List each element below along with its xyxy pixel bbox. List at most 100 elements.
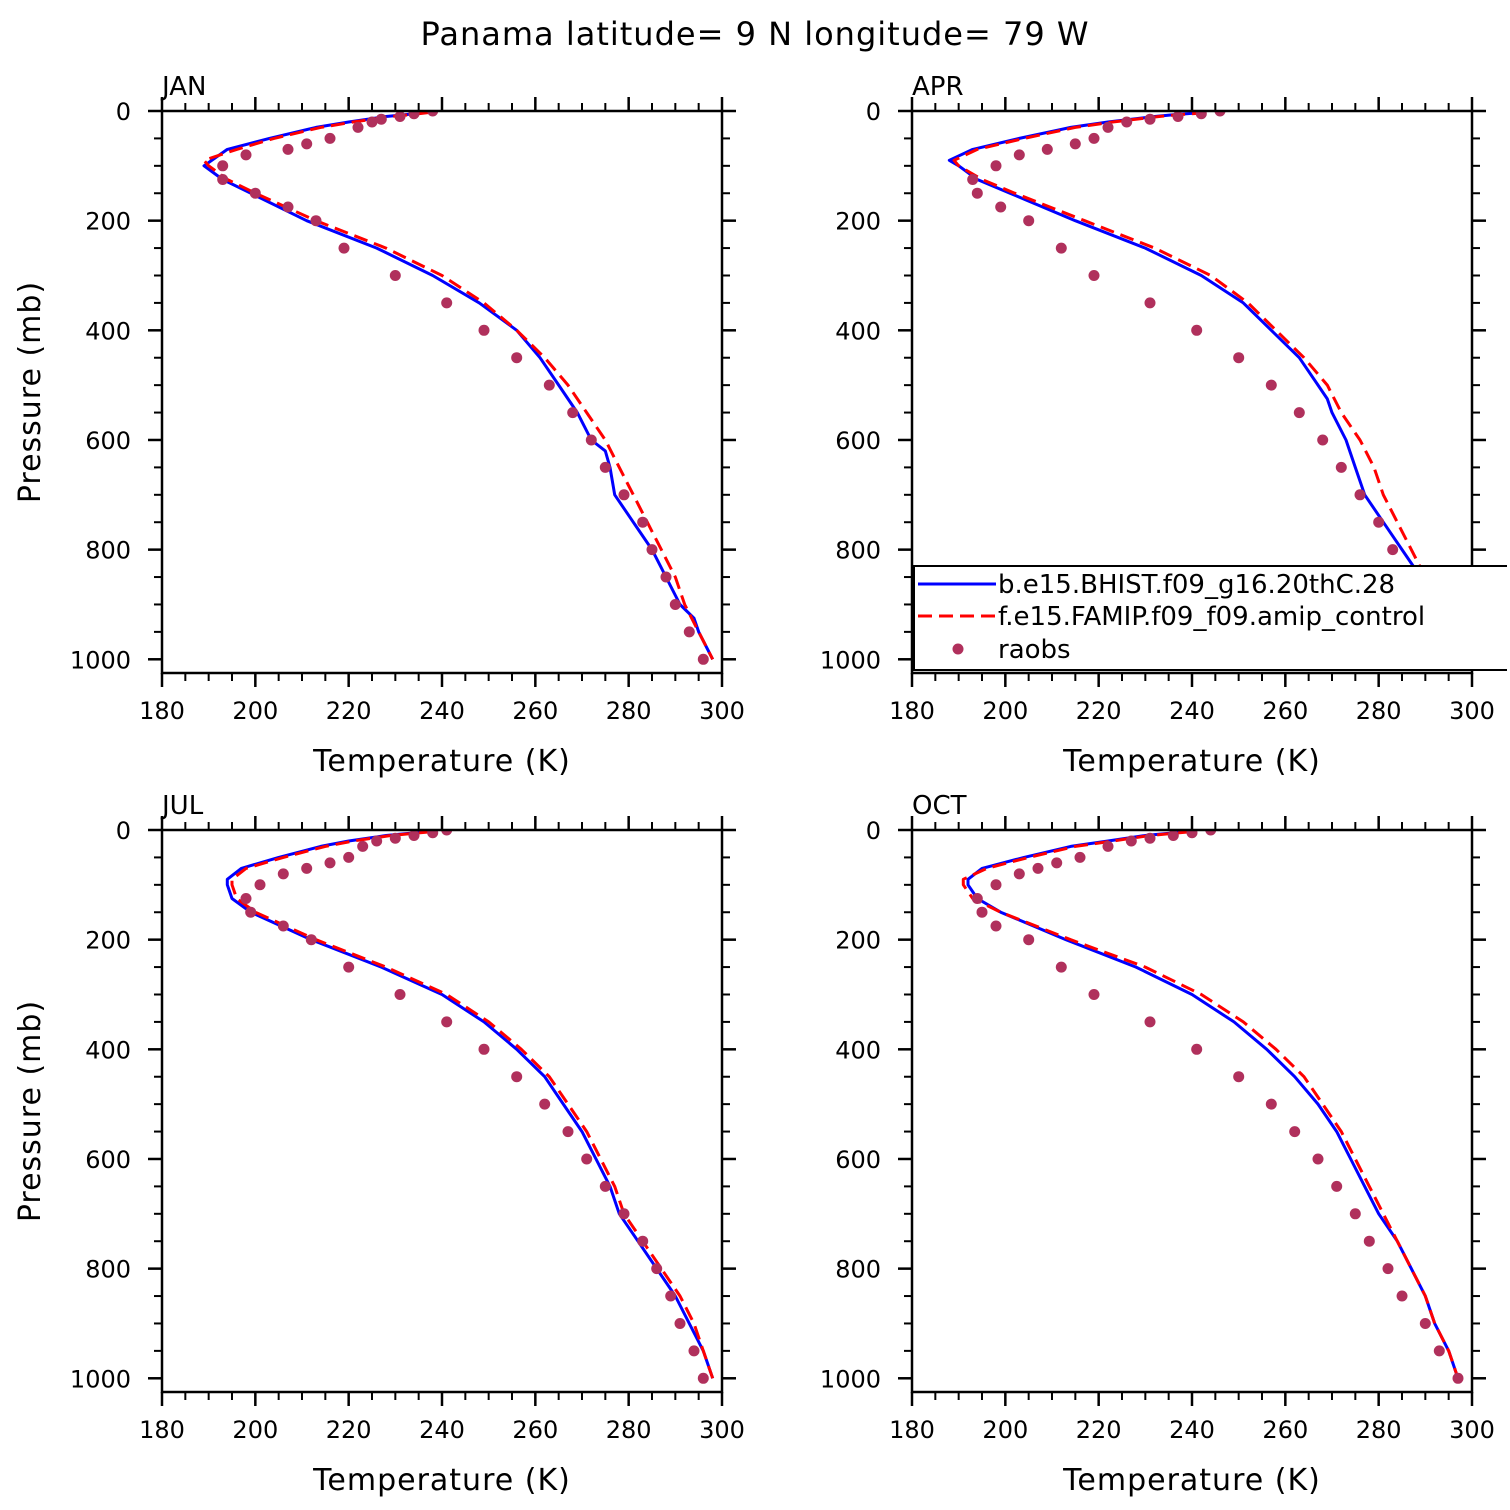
- plot-frame: [160, 109, 724, 675]
- x-tick-label: 260: [512, 1416, 558, 1444]
- raobs-point: [1023, 215, 1035, 227]
- legend: b.e15.BHIST.f09_g16.20thC.28f.e15.FAMIP.…: [913, 565, 1507, 671]
- raobs-point: [338, 242, 350, 254]
- raobs-point: [277, 920, 289, 932]
- legend-label: b.e15.BHIST.f09_g16.20thC.28: [998, 570, 1395, 600]
- y-tick-label: 600: [835, 1146, 881, 1174]
- raobs-point: [1191, 324, 1203, 336]
- raobs-point: [305, 934, 317, 946]
- series-line-famip: [230, 830, 715, 1379]
- raobs-point: [343, 961, 355, 973]
- x-tick-label: 300: [1449, 697, 1495, 725]
- raobs-point: [240, 893, 252, 904]
- series-line-bhist: [225, 830, 715, 1379]
- raobs-point: [254, 879, 266, 891]
- series-line-famip: [952, 111, 1472, 661]
- raobs-point: [1074, 851, 1086, 863]
- panels: JAN 180 200 220 240 260 280 300 0 200 400 600 800 100…: [13, 72, 1507, 1498]
- x-tick-label: 180: [139, 1416, 185, 1444]
- y-tick-label: 600: [835, 427, 881, 455]
- y-tick-label: 0: [116, 817, 131, 845]
- raobs-point: [990, 160, 1002, 172]
- raobs-point: [1144, 832, 1156, 844]
- x-tick-label: 260: [1262, 1416, 1308, 1444]
- raobs-point: [1032, 862, 1044, 874]
- raobs-point: [688, 1345, 700, 1357]
- legend-label: raobs: [998, 635, 1071, 665]
- raobs-point: [1293, 407, 1305, 419]
- y-tick-label: 200: [835, 208, 881, 236]
- series-line-bhist: [966, 830, 1460, 1379]
- raobs-point: [301, 862, 313, 874]
- x-tick-label: 280: [606, 1416, 652, 1444]
- raobs-point: [674, 1318, 686, 1329]
- series-line-bhist: [202, 111, 715, 660]
- raobs-point: [427, 111, 439, 117]
- raobs-point: [1186, 830, 1198, 839]
- y-tick-label: 200: [835, 927, 881, 955]
- raobs-point: [441, 297, 453, 309]
- x-tick-label: 220: [326, 697, 372, 725]
- panel-label: APR: [912, 72, 964, 102]
- y-tick-label: 1000: [820, 1365, 881, 1393]
- raobs-point: [408, 830, 420, 841]
- x-axis-label: Temperature (K): [1062, 1463, 1321, 1498]
- y-tick-label: 0: [116, 98, 131, 126]
- raobs-point: [1144, 113, 1156, 125]
- x-tick-label: 260: [512, 697, 558, 725]
- raobs-point: [1172, 111, 1184, 122]
- x-tick-label: 260: [1262, 697, 1308, 725]
- raobs-point: [1317, 434, 1329, 446]
- raobs-point: [637, 1235, 649, 1247]
- raobs-point: [1069, 138, 1081, 150]
- legend-label: f.e15.FAMIP.f09_f09.amip_control: [998, 602, 1425, 632]
- raobs-point: [1088, 989, 1100, 1000]
- y-tick-label: 400: [85, 1036, 131, 1064]
- raobs-point: [277, 868, 289, 880]
- raobs-point: [697, 1372, 709, 1384]
- raobs-point: [1265, 1098, 1277, 1110]
- plot-area: [961, 830, 1464, 1384]
- raobs-point: [567, 407, 579, 419]
- raobs-point: [511, 1071, 523, 1083]
- raobs-point: [1312, 1153, 1324, 1165]
- raobs-point: [599, 1180, 611, 1192]
- y-tick-label: 800: [85, 537, 131, 565]
- x-tick-label: 200: [982, 697, 1028, 725]
- x-axis-label: Temperature (K): [1062, 744, 1321, 779]
- raobs-point: [1023, 934, 1035, 946]
- x-tick-label: 240: [419, 697, 465, 725]
- raobs-point: [394, 989, 406, 1000]
- y-tick-label: 600: [85, 1146, 131, 1174]
- raobs-point: [1349, 1208, 1361, 1220]
- raobs-point: [478, 324, 490, 336]
- y-tick-label: 1000: [820, 646, 881, 674]
- y-tick-label: 600: [85, 427, 131, 455]
- raobs-point: [1265, 379, 1277, 391]
- raobs-point: [1373, 516, 1385, 528]
- raobs-point: [990, 920, 1002, 932]
- raobs-point: [310, 215, 322, 227]
- raobs-point: [408, 111, 420, 120]
- x-tick-label: 240: [419, 1416, 465, 1444]
- y-tick-label: 200: [85, 208, 131, 236]
- x-tick-label: 200: [232, 697, 278, 725]
- legend-marker-dots: [952, 643, 964, 655]
- x-tick-label: 200: [982, 1416, 1028, 1444]
- y-tick-label: 800: [85, 1256, 131, 1284]
- raobs-point: [1433, 1345, 1445, 1357]
- raobs-point: [697, 653, 709, 665]
- panel-oct: OCT 180 200 220 240 260 280 300 0 200 400 600 800 100…: [820, 791, 1495, 1498]
- y-tick-label: 400: [835, 317, 881, 345]
- panel-label: JUL: [160, 791, 204, 821]
- raobs-point: [1088, 270, 1100, 281]
- panel-apr: APR 180 200 220 240 260 280 300 0 200 400 600 800 100…: [820, 72, 1495, 779]
- y-tick-label: 800: [835, 537, 881, 565]
- y-tick-label: 400: [85, 317, 131, 345]
- x-tick-label: 300: [699, 697, 745, 725]
- raobs-point: [1354, 489, 1366, 501]
- y-tick-label: 0: [866, 817, 881, 845]
- panel-jan: JAN 180 200 220 240 260 280 300 0 200 400 600 800 100…: [13, 72, 745, 779]
- y-tick-label: 0: [866, 98, 881, 126]
- raobs-point: [217, 174, 229, 185]
